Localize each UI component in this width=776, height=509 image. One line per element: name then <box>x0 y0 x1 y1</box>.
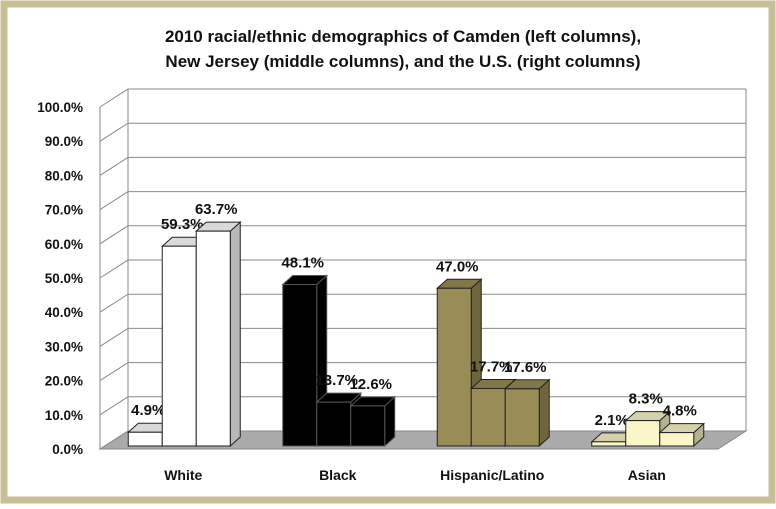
y-tick-label: 50.0% <box>45 271 83 286</box>
y-tick-label: 60.0% <box>45 237 83 252</box>
bar <box>282 283 318 447</box>
y-tick-label: 30.0% <box>45 339 83 354</box>
data-label: 59.3% <box>161 216 204 233</box>
y-tick-label: 80.0% <box>45 168 83 183</box>
category-label: Asian <box>628 467 666 483</box>
floor <box>98 430 748 450</box>
data-label: 47.0% <box>436 258 479 275</box>
bar <box>591 441 627 447</box>
y-tick-label: 20.0% <box>45 374 83 389</box>
bar-side <box>229 221 241 448</box>
data-label: 48.1% <box>281 254 324 271</box>
category-label: White <box>164 467 202 483</box>
chart-title-line-1: 2010 racial/ethnic demographics of Camde… <box>165 27 641 46</box>
data-label: 17.7% <box>470 358 513 375</box>
bar-side <box>538 378 550 448</box>
y-tick-label: 40.0% <box>45 305 83 320</box>
y-tick-label: 0.0% <box>52 442 83 457</box>
plot-area: 0.0% 10.0% 20.0% 30.0% 40.0% 50.0% 60.0% 70.0% 8… <box>37 88 748 483</box>
bar <box>659 432 695 447</box>
bar <box>436 287 472 447</box>
data-label: 13.7% <box>315 372 358 389</box>
data-label: 4.9% <box>131 402 165 419</box>
bar <box>316 401 352 447</box>
y-tick-label: 100.0% <box>37 100 83 115</box>
data-label: 12.6% <box>349 376 392 393</box>
data-label: 63.7% <box>195 201 238 218</box>
bar <box>504 388 540 447</box>
category-label: Black <box>319 467 357 483</box>
y-tick-label: 10.0% <box>45 408 83 423</box>
data-label: 17.6% <box>504 359 547 376</box>
bar <box>161 245 197 447</box>
data-label: 8.3% <box>629 391 663 408</box>
chart-title-line-2: New Jersey (middle columns), and the U.S… <box>165 52 640 71</box>
y-tick-label: 90.0% <box>45 134 83 149</box>
y-tick-label: 70.0% <box>45 203 83 218</box>
category-label: Hispanic/Latino <box>440 467 544 483</box>
bar <box>470 387 506 447</box>
bar <box>127 431 163 447</box>
bar <box>350 405 386 447</box>
bar <box>625 420 661 447</box>
data-label: 4.8% <box>663 403 697 420</box>
bar <box>195 230 231 447</box>
data-label: 2.1% <box>595 412 629 429</box>
